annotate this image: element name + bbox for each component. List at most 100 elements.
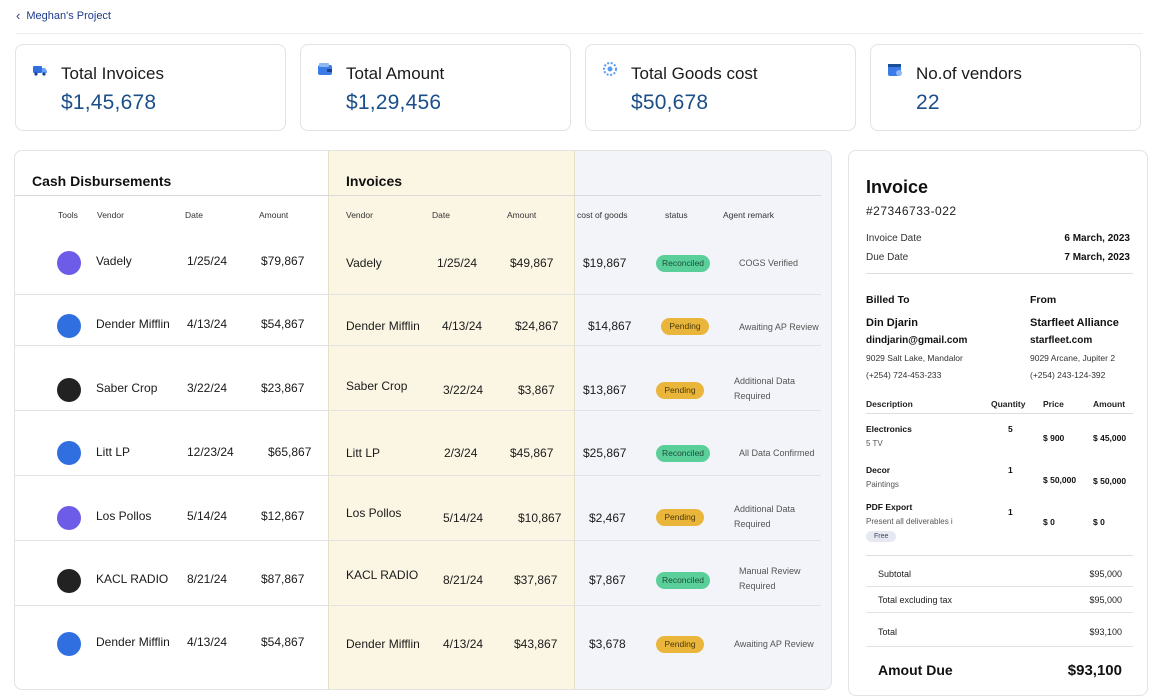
from-label: From — [1030, 294, 1057, 306]
vendor-tool-icon[interactable] — [57, 632, 81, 656]
excl-tax-label: Total excluding tax — [878, 595, 953, 605]
inv-date: 8/21/24 — [443, 573, 484, 587]
table-row[interactable]: Los Pollos 5/14/24 $12,867 Los Pollos 5/… — [15, 477, 831, 541]
table-row[interactable]: Vadely 1/25/24 $79,867 Vadely 1/25/24 $4… — [15, 231, 831, 295]
stat-card-total-invoices: Total Invoices $1,45,678 — [15, 44, 286, 131]
chevron-left-icon: ‹ — [16, 8, 21, 23]
line-item-price: $ 0 — [1043, 517, 1055, 527]
line-item-quantity: 1 — [1008, 507, 1013, 517]
inv-vendor: Dender Mifflin — [346, 637, 420, 651]
items-header-price: Price — [1043, 399, 1064, 409]
line-item-sub: Paintings — [866, 480, 899, 489]
vendor-tool-icon[interactable] — [57, 569, 81, 593]
inv-amount: $43,867 — [514, 637, 558, 651]
stat-card-vendors: No.of vendors 22 — [870, 44, 1141, 131]
table-row[interactable]: Litt LP 12/23/24 $65,867 Litt LP 2/3/24 … — [15, 412, 831, 476]
agent-remark: Awaiting AP Review — [734, 639, 814, 649]
table-row[interactable]: Dender Mifflin 4/13/24 $54,867 Dender Mi… — [15, 282, 831, 346]
cd-amount: $54,867 — [261, 317, 305, 331]
cd-date: 4/13/24 — [187, 317, 228, 331]
stat-label: No.of vendors — [916, 64, 1022, 83]
status-badge: Pending — [656, 509, 704, 526]
cd-date: 12/23/24 — [187, 445, 234, 459]
stat-value: $1,29,456 — [346, 91, 442, 114]
inv-vendor: Litt LP — [346, 446, 381, 460]
vendor-tool-icon[interactable] — [57, 251, 81, 275]
vendor-tool-icon[interactable] — [57, 441, 81, 465]
cd-amount: $65,867 — [268, 445, 312, 459]
amount-due-value: $93,100 — [1067, 662, 1122, 679]
stat-card-total-goods-cost: Total Goods cost $50,678 — [585, 44, 856, 131]
row-divider — [15, 605, 821, 606]
invoices-band — [328, 151, 575, 689]
table-row[interactable]: Dender Mifflin 4/13/24 $54,867 Dender Mi… — [15, 607, 831, 671]
vendor-tool-icon[interactable] — [57, 506, 81, 530]
inv-vendor: Vadely — [346, 256, 382, 270]
col-header-date: Date — [185, 210, 203, 220]
from-email: starfleet.com — [1030, 335, 1093, 346]
line-item-price: $ 50,000 — [1043, 475, 1077, 485]
free-badge: Free — [866, 531, 897, 542]
line-item-sub: 5 TV — [866, 439, 883, 448]
excl-tax-value: $95,000 — [1089, 595, 1122, 605]
breadcrumb[interactable]: ‹ Meghan's Project — [16, 8, 111, 23]
col-header-amount: Amount — [259, 210, 289, 220]
agent-remark: Additional Data Required — [734, 376, 796, 401]
line-item-name: Electronics — [866, 424, 912, 434]
col-header-tools: Tools — [58, 210, 78, 220]
stat-label: Total Invoices — [61, 64, 164, 83]
vendor-tool-icon[interactable] — [57, 314, 81, 338]
subtotal-label: Subtotal — [878, 569, 912, 579]
gear-icon — [603, 62, 617, 76]
cd-amount: $23,867 — [261, 381, 305, 395]
status-badge: Reconciled — [656, 255, 710, 272]
line-item-amount: $ 0 — [1093, 517, 1105, 527]
inv-date: 4/13/24 — [442, 319, 483, 333]
cd-vendor: Vadely — [96, 254, 132, 268]
header-divider — [16, 33, 1143, 34]
inv-amount: $45,867 — [510, 446, 554, 460]
line-item-amount: $ 45,000 — [1093, 433, 1127, 443]
cd-date: 1/25/24 — [187, 254, 228, 268]
cd-vendor: Los Pollos — [96, 509, 152, 523]
reconciliation-table: Cash Disbursements Invoices Tools Vendor… — [14, 150, 832, 690]
stat-value: $1,45,678 — [61, 91, 157, 114]
cogs-value: $2,467 — [589, 511, 626, 525]
col-header-inv-vendor: Vendor — [346, 210, 373, 220]
cd-vendor: Dender Mifflin — [96, 635, 170, 649]
row-divider — [15, 540, 821, 541]
cd-date: 4/13/24 — [187, 635, 228, 649]
invoice-date-label: Invoice Date — [866, 233, 922, 244]
cd-date: 3/22/24 — [187, 381, 228, 395]
vendor-tool-icon[interactable] — [57, 378, 81, 402]
cd-amount: $12,867 — [261, 509, 305, 523]
cd-amount: $54,867 — [261, 635, 305, 649]
cd-vendor: KACL RADIO — [96, 572, 169, 586]
status-badge: Reconciled — [656, 445, 710, 462]
inv-amount: $24,867 — [515, 319, 559, 333]
cd-date: 8/21/24 — [187, 572, 228, 586]
cd-vendor: Dender Mifflin — [96, 317, 170, 331]
row-divider — [15, 294, 821, 295]
inv-date: 2/3/24 — [444, 446, 478, 460]
table-row[interactable]: KACL RADIO 8/21/24 $87,867 KACL RADIO 8/… — [15, 542, 831, 606]
line-item-name: PDF Export — [866, 502, 913, 512]
status-badge: Reconciled — [656, 572, 710, 589]
summary-divider — [866, 646, 1133, 647]
items-header-amount: Amount — [1093, 399, 1126, 409]
col-header-cogs: cost of goods — [577, 210, 628, 220]
billed-name: Din Djarin — [866, 317, 918, 329]
agent-remark: Additional Data Required — [734, 504, 796, 529]
total-label: Total — [878, 627, 898, 637]
inv-amount: $37,867 — [514, 573, 558, 587]
table-row[interactable]: Saber Crop 3/22/24 $23,867 Saber Crop 3/… — [15, 347, 831, 411]
stat-value: $50,678 — [631, 91, 709, 114]
line-item-quantity: 1 — [1008, 465, 1013, 475]
billed-address: 9029 Salt Lake, Mandalor — [866, 353, 963, 363]
from-phone: (+254) 243-124-392 — [1030, 370, 1106, 380]
items-header-divider — [866, 413, 1133, 414]
status-badge: Pending — [661, 318, 709, 335]
agent-remark: Manual Review Required — [739, 566, 801, 591]
billed-to-label: Billed To — [866, 294, 910, 306]
invoice-divider — [866, 273, 1133, 274]
